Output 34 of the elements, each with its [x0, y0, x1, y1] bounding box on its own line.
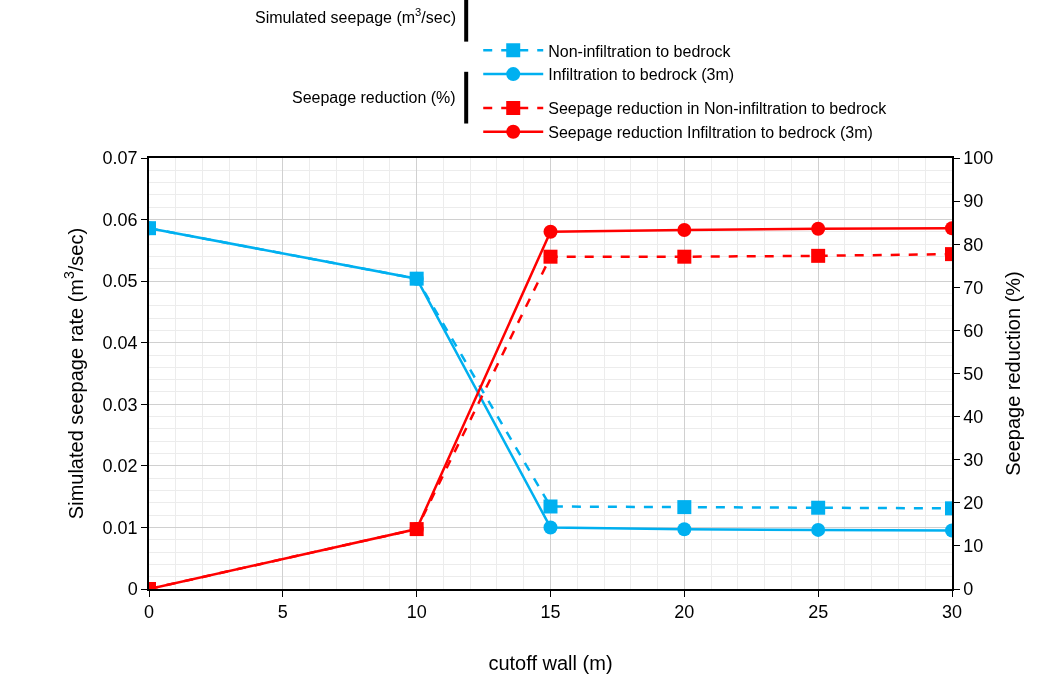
x-tick-label: 10: [406, 602, 427, 623]
y2-tick-label: 90: [963, 191, 984, 212]
y-tick-label: 0: [127, 579, 138, 600]
y2-tick-label: 10: [963, 536, 984, 557]
x-tick-label: 0: [143, 602, 155, 623]
y-tick-label: 0.07: [102, 148, 138, 169]
x-tick-label: 5: [277, 602, 288, 623]
x-tick-label: 30: [941, 602, 963, 623]
y2-tick-label: 70: [963, 277, 984, 298]
y-tick-label: 0.02: [102, 456, 138, 477]
y2-tick-label: 40: [963, 406, 984, 427]
text: Simulated seepage (m$^{3}$/sec): [255, 6, 456, 26]
y-tick-label: 0.01: [102, 517, 138, 538]
y2-tick-label: 50: [963, 363, 984, 384]
y2-tick-label: 100: [963, 148, 994, 169]
y-tick-label: 0.04: [102, 333, 138, 354]
y-tick-label: 0.05: [102, 271, 138, 292]
legend-label: Infiltration to bedrock (3m): [548, 66, 735, 84]
y2-tick-label: 30: [963, 450, 984, 470]
y2-tick-label: 80: [963, 234, 984, 255]
x-tick-label: 25: [808, 602, 829, 623]
legend-label: Seepage reduction Infiltration to bedrock (3m): [548, 123, 873, 141]
x-tick-label: 15: [540, 602, 561, 623]
y-tick-label: 0.03: [102, 394, 138, 415]
text: Seepage reduction (%): [292, 89, 456, 106]
y2-tick-label: 60: [963, 320, 984, 341]
x-tick-label: 20: [674, 602, 695, 623]
y2-axis-title: Seepage reduction (%): [1002, 271, 1025, 476]
y2-tick-label: 0: [963, 579, 974, 600]
legend-label: Non-infiltration to bedrock: [548, 42, 732, 60]
legend-label: Seepage reduction in Non-infiltration to bedrock: [548, 100, 888, 118]
y-tick-label: 0.06: [102, 209, 138, 230]
y2-tick-label: 20: [963, 493, 984, 514]
x-axis-title: cutoff wall (m): [488, 652, 613, 675]
